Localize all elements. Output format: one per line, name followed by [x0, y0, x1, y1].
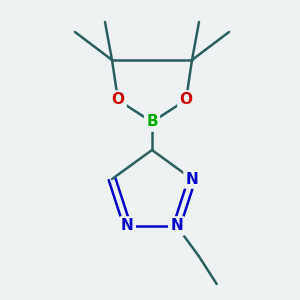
Text: N: N	[170, 218, 183, 233]
Text: O: O	[112, 92, 124, 107]
Text: N: N	[121, 218, 134, 233]
Text: B: B	[146, 115, 158, 130]
Text: N: N	[186, 172, 198, 187]
Text: O: O	[179, 92, 193, 107]
